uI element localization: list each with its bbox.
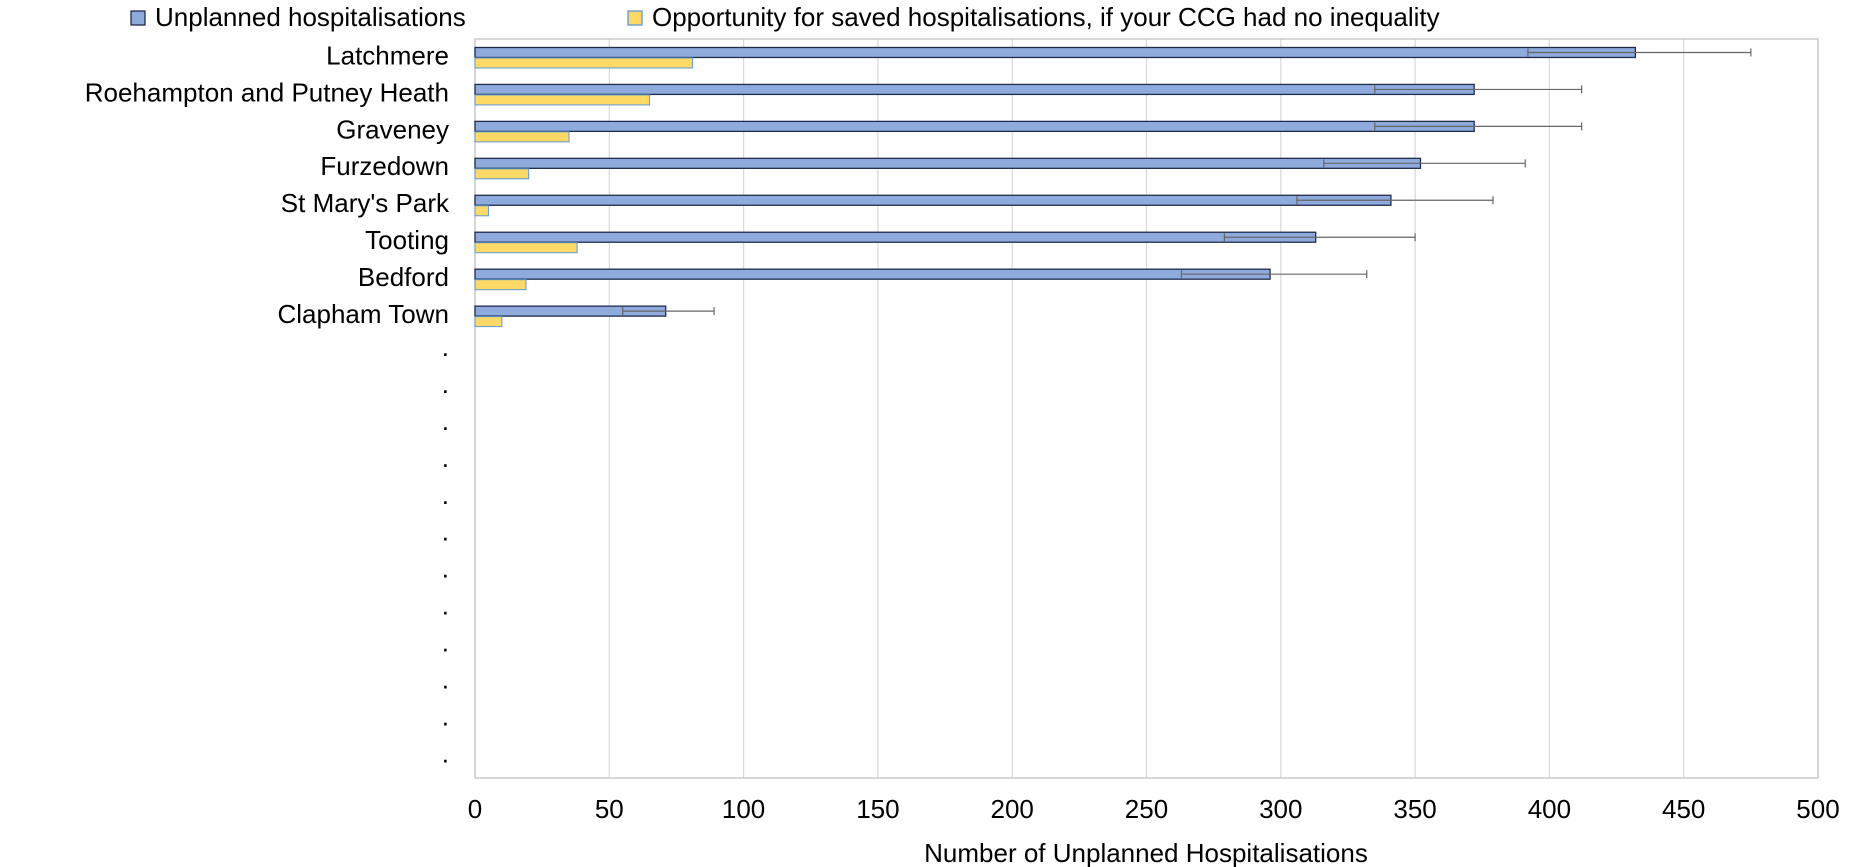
x-tick-label: 200: [991, 794, 1034, 824]
y-tick-label: Latchmere: [326, 40, 449, 70]
y-tick-label: Clapham Town: [277, 299, 449, 329]
y-tick-label: .: [442, 443, 449, 473]
bar: [474, 205, 489, 217]
x-tick-label: 0: [468, 794, 482, 824]
plot-border: [474, 38, 1819, 779]
y-tick-label: St Mary's Park: [281, 188, 450, 218]
bar: [474, 194, 1392, 206]
y-tick-label: .: [442, 406, 449, 436]
x-tick-label: 50: [595, 794, 624, 824]
y-tick-label: .: [442, 554, 449, 584]
bar: [474, 279, 527, 291]
x-tick-label: 350: [1393, 794, 1436, 824]
bar: [474, 242, 578, 254]
y-tick-label: .: [442, 517, 449, 547]
y-tick-label: Tooting: [365, 225, 449, 255]
x-tick-label: 500: [1796, 794, 1839, 824]
bar: [474, 94, 651, 106]
y-tick-label: .: [442, 480, 449, 510]
legend-swatch: [627, 10, 643, 26]
x-tick-label: 300: [1259, 794, 1302, 824]
bar: [474, 316, 503, 328]
x-tick-label: 150: [856, 794, 899, 824]
bar: [474, 168, 530, 180]
x-tick-label: 450: [1662, 794, 1705, 824]
y-tick-label: Roehampton and Putney Heath: [85, 77, 449, 107]
legend-swatch: [130, 10, 146, 26]
y-tick-label: .: [442, 738, 449, 768]
bar: [474, 131, 570, 143]
x-tick-label: 250: [1125, 794, 1168, 824]
y-tick-label: Furzedown: [320, 151, 449, 181]
y-tick-label: .: [442, 701, 449, 731]
x-tick-label: 400: [1528, 794, 1571, 824]
bar: [474, 57, 694, 69]
y-tick-label: .: [442, 369, 449, 399]
bar: [474, 231, 1317, 243]
y-tick-label: .: [442, 665, 449, 695]
y-tick-label: .: [442, 332, 449, 362]
y-tick-label: .: [442, 628, 449, 658]
bar: [474, 157, 1422, 169]
y-tick-label: Graveney: [336, 114, 449, 144]
y-tick-label: .: [442, 591, 449, 621]
bar: [474, 120, 1475, 133]
bar: [474, 83, 1475, 96]
x-tick-label: 100: [722, 794, 765, 824]
legend-label: Unplanned hospitalisations: [155, 2, 466, 32]
y-tick-label: Bedford: [358, 262, 449, 292]
legend-label: Opportunity for saved hospitalisations, …: [652, 2, 1440, 32]
bar: [474, 46, 1637, 59]
bar: [474, 268, 1271, 280]
x-axis-title: Number of Unplanned Hospitalisations: [924, 838, 1368, 867]
